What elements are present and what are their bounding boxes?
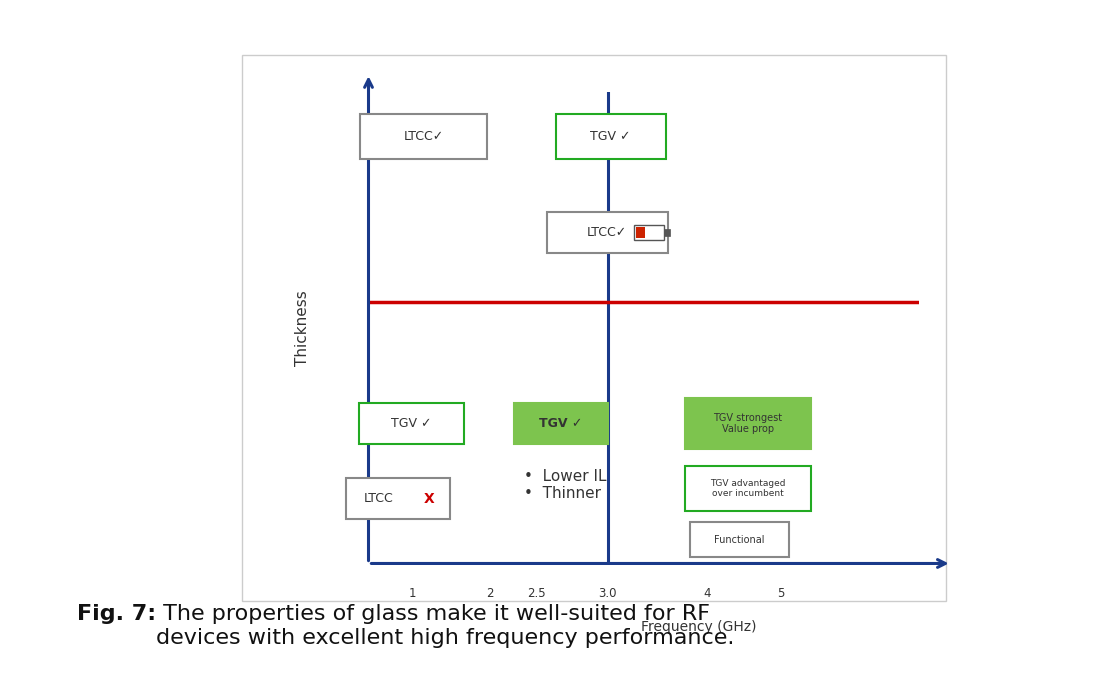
Text: •  Lower IL
•  Thinner: • Lower IL • Thinner bbox=[524, 469, 606, 501]
Text: Functional: Functional bbox=[714, 535, 764, 544]
Text: TGV ✓: TGV ✓ bbox=[392, 417, 431, 430]
Text: 3.0: 3.0 bbox=[598, 587, 617, 600]
Text: TGV ✓: TGV ✓ bbox=[591, 130, 630, 143]
Text: LTCC: LTCC bbox=[363, 492, 394, 505]
Text: TGV ✓: TGV ✓ bbox=[539, 417, 583, 430]
Text: 1: 1 bbox=[409, 587, 416, 600]
Text: Fig. 7:: Fig. 7: bbox=[77, 604, 156, 624]
Text: Thickness: Thickness bbox=[295, 290, 310, 365]
Text: 2: 2 bbox=[486, 587, 493, 600]
Text: TGV advantaged
over incumbent: TGV advantaged over incumbent bbox=[711, 479, 785, 498]
Text: LTCC✓: LTCC✓ bbox=[404, 130, 443, 143]
Text: 2.5: 2.5 bbox=[527, 587, 546, 600]
Text: TGV strongest
Value prop: TGV strongest Value prop bbox=[714, 413, 782, 434]
Text: 4: 4 bbox=[703, 587, 711, 600]
Text: X: X bbox=[424, 492, 434, 505]
Text: The properties of glass make it well-suited for RF
devices with excellent high f: The properties of glass make it well-sui… bbox=[156, 604, 735, 647]
Text: LTCC✓: LTCC✓ bbox=[587, 225, 627, 239]
Text: 5: 5 bbox=[778, 587, 784, 600]
Text: Frequency (GHz): Frequency (GHz) bbox=[640, 620, 757, 634]
